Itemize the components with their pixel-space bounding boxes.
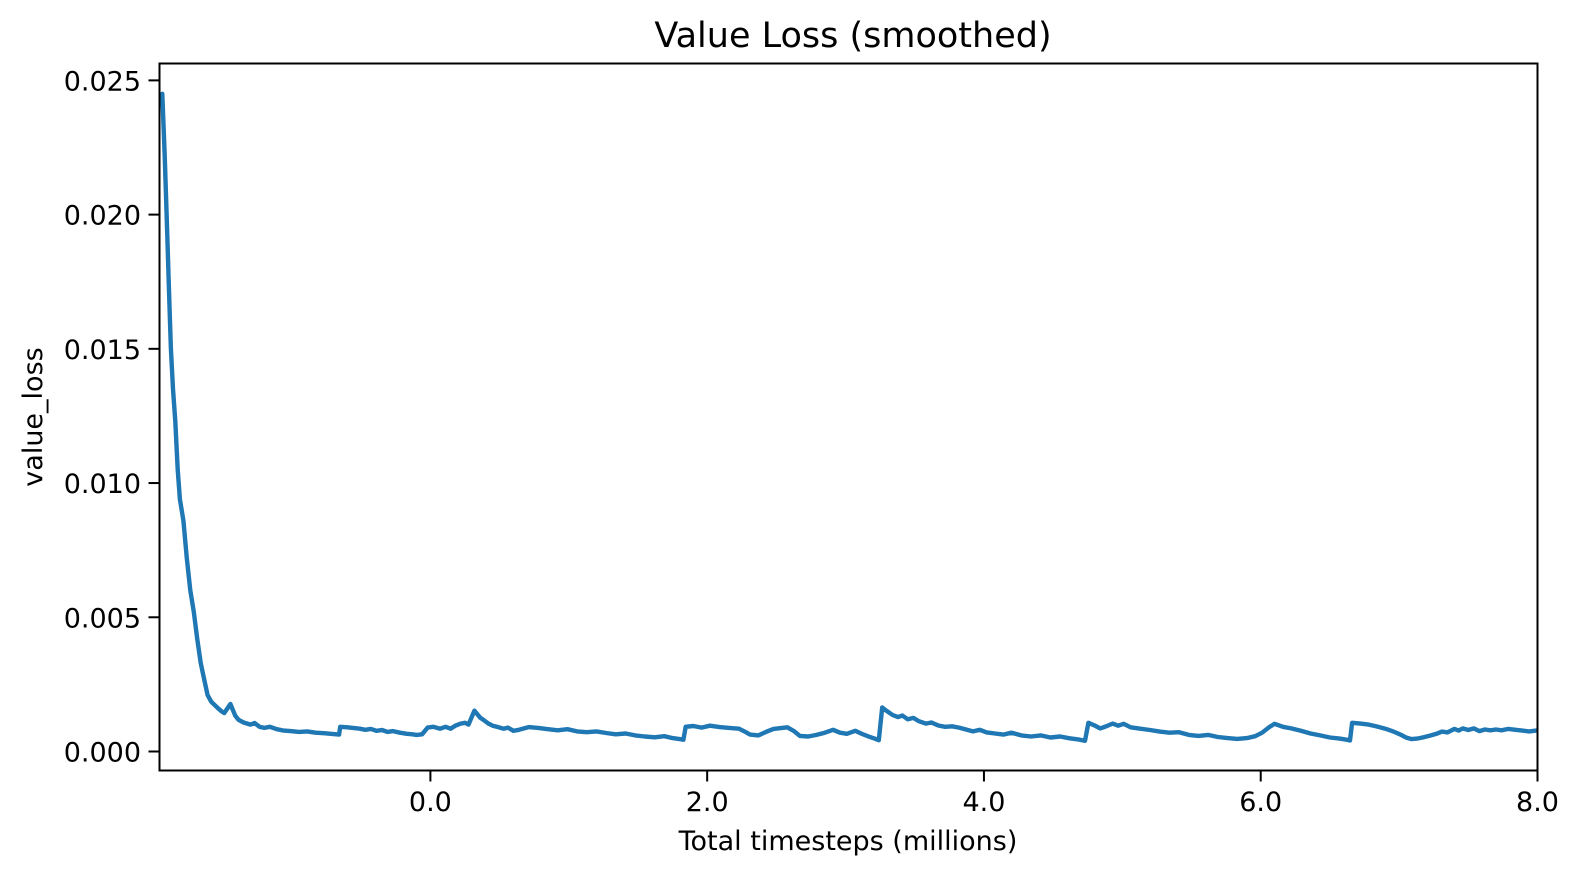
x-tick-label: 4.0 <box>962 787 1005 818</box>
y-tick-label: 0.020 <box>64 201 141 232</box>
x-tick-label: 6.0 <box>1239 787 1282 818</box>
value-loss-line-series <box>160 91 1539 743</box>
x-tick-label: 2.0 <box>686 787 729 818</box>
x-axis-label: Total timesteps (millions) <box>678 826 1018 857</box>
y-tick-label: 0.025 <box>64 66 141 97</box>
y-tick-label: 0.015 <box>64 335 141 366</box>
plot-border <box>158 62 1539 772</box>
y-tick-label: 0.000 <box>64 737 141 768</box>
x-axis-ticks: 0.0 2.0 4.0 6.0 8.0 <box>409 770 1559 818</box>
chart-title: Value Loss (smoothed) <box>654 16 1051 56</box>
y-tick-label: 0.005 <box>64 603 141 634</box>
x-tick-label: 0.0 <box>409 787 452 818</box>
y-axis-ticks: 0.000 0.005 0.010 0.015 0.020 0.025 <box>64 66 160 768</box>
y-tick-label: 0.010 <box>64 469 141 500</box>
x-tick-label: 8.0 <box>1516 787 1559 818</box>
y-axis-label: value_loss <box>18 347 49 486</box>
